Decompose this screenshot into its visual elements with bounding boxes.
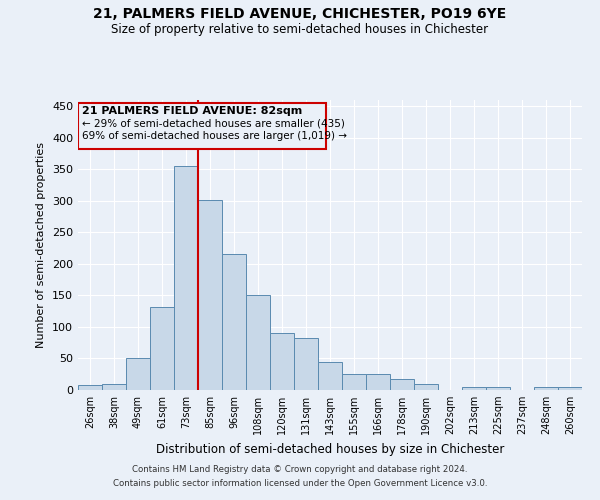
Bar <box>486 387 510 390</box>
Bar <box>558 387 582 390</box>
Text: Distribution of semi-detached houses by size in Chichester: Distribution of semi-detached houses by … <box>156 442 504 456</box>
Text: 21, PALMERS FIELD AVENUE, CHICHESTER, PO19 6YE: 21, PALMERS FIELD AVENUE, CHICHESTER, PO… <box>94 8 506 22</box>
Bar <box>198 200 222 390</box>
Y-axis label: Number of semi-detached properties: Number of semi-detached properties <box>37 142 46 348</box>
Bar <box>78 385 102 390</box>
Bar <box>534 387 558 390</box>
Bar <box>270 334 294 390</box>
Bar <box>366 374 390 390</box>
Text: 21 PALMERS FIELD AVENUE: 82sqm: 21 PALMERS FIELD AVENUE: 82sqm <box>82 106 302 116</box>
Bar <box>342 374 366 390</box>
Text: 69% of semi-detached houses are larger (1,019) →: 69% of semi-detached houses are larger (… <box>82 131 347 141</box>
Bar <box>318 362 342 390</box>
Bar <box>414 384 438 390</box>
Text: Contains HM Land Registry data © Crown copyright and database right 2024.
Contai: Contains HM Land Registry data © Crown c… <box>113 466 487 487</box>
Bar <box>102 384 126 390</box>
Bar <box>462 387 486 390</box>
Bar <box>174 166 198 390</box>
Text: Size of property relative to semi-detached houses in Chichester: Size of property relative to semi-detach… <box>112 22 488 36</box>
Bar <box>390 378 414 390</box>
Bar <box>126 358 150 390</box>
Bar <box>294 338 318 390</box>
Text: ← 29% of semi-detached houses are smaller (435): ← 29% of semi-detached houses are smalle… <box>82 118 345 128</box>
Bar <box>150 307 174 390</box>
Bar <box>246 296 270 390</box>
Bar <box>222 254 246 390</box>
FancyBboxPatch shape <box>79 103 326 148</box>
